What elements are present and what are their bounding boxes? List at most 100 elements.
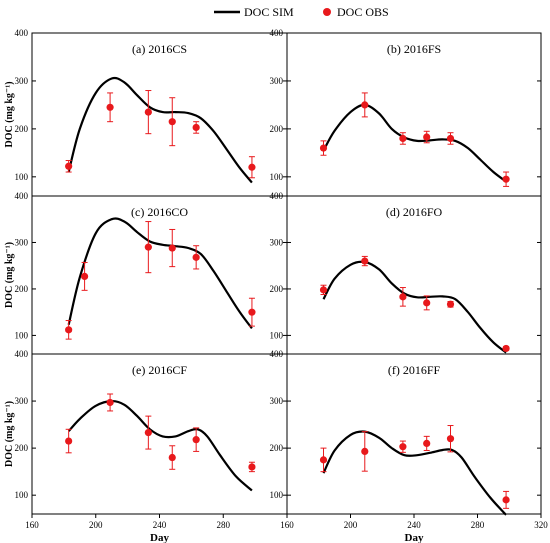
y-tick-label: 300	[270, 76, 284, 86]
y-tick-label: 200	[15, 124, 29, 134]
obs-point	[502, 496, 510, 504]
y-tick-label: 300	[15, 396, 29, 406]
obs-point	[106, 103, 114, 111]
obs-point	[399, 293, 407, 301]
obs-point	[65, 437, 73, 445]
y-tick-label: 100	[270, 330, 284, 340]
sim-line	[67, 399, 253, 492]
obs-point	[319, 286, 328, 294]
y-tick-label: 100	[15, 490, 29, 500]
x-axis-label: Day	[150, 532, 169, 543]
plot-frame	[286, 32, 542, 197]
x-tick-label: 320	[534, 520, 548, 530]
obs-point	[319, 144, 328, 152]
legend-obs-label: DOC OBS	[337, 5, 389, 19]
obs-point	[248, 463, 256, 471]
y-tick-label: 400	[270, 349, 284, 359]
obs-point	[248, 163, 256, 171]
y-tick-label: 200	[270, 443, 284, 453]
obs-point	[192, 436, 200, 444]
y-tick-label: 100	[270, 490, 284, 500]
obs-point	[168, 118, 176, 126]
plot-frame	[31, 353, 288, 515]
sim-line	[67, 217, 253, 330]
panels: (a) 2016CS 100 200 300 400 DOC (mg kg⁻¹) (b) 2…	[4, 28, 548, 543]
y-tick-label: 400	[15, 349, 29, 359]
obs-point	[168, 453, 176, 462]
obs-point	[423, 133, 431, 141]
sim-line	[322, 103, 507, 183]
obs-point	[361, 257, 369, 265]
y-tick-label: 400	[270, 28, 284, 38]
x-tick-label: 160	[280, 520, 294, 530]
obs-point	[446, 300, 455, 308]
legend-obs-swatch	[323, 8, 331, 16]
obs-point	[423, 299, 431, 307]
y-tick-label: 300	[270, 396, 284, 406]
obs-point	[446, 435, 455, 443]
obs-point	[192, 253, 200, 261]
panel-title: (a) 2016CS	[132, 42, 187, 56]
obs-point	[502, 175, 510, 183]
obs-point	[192, 123, 200, 132]
panel-6: (f) 2016FF 100 200 300 400 160 200 240 280 320 Day	[270, 349, 549, 543]
y-tick-label: 300	[15, 76, 29, 86]
legend: DOC SIM DOC OBS	[214, 5, 389, 19]
obs-point	[80, 272, 89, 280]
obs-point	[502, 344, 510, 353]
plot-frame	[286, 353, 542, 515]
panel-1: (a) 2016CS 100 200 300 400 DOC (mg kg⁻¹)	[4, 28, 288, 197]
obs-point	[399, 443, 407, 451]
obs-point	[144, 428, 152, 437]
x-tick-label: 160	[25, 520, 39, 530]
sim-line	[322, 260, 507, 354]
obs-point	[361, 101, 369, 109]
y-tick-label: 300	[15, 237, 29, 247]
x-tick-label: 200	[89, 520, 103, 530]
obs-point	[423, 439, 431, 448]
legend-sim-label: DOC SIM	[244, 5, 294, 19]
obs-point	[361, 447, 369, 456]
y-axis-label: DOC (mg kg⁻¹)	[4, 401, 15, 467]
panel-4: (d) 2016FO 100 200 300 400	[270, 191, 542, 355]
x-tick-label: 240	[407, 520, 421, 530]
y-tick-label: 200	[15, 284, 29, 294]
y-tick-label: 200	[15, 443, 29, 453]
sim-line	[322, 430, 507, 516]
y-tick-label: 200	[270, 284, 284, 294]
x-tick-label: 280	[217, 520, 231, 530]
y-axis-label: DOC (mg kg⁻¹)	[4, 81, 15, 147]
x-axis-label: Day	[405, 532, 424, 543]
obs-point	[65, 326, 73, 334]
panel-3: (c) 2016CO 100 200 300 400 DOC (mg kg⁻¹)	[4, 191, 288, 355]
obs-point	[144, 243, 152, 251]
y-tick-label: 400	[15, 28, 29, 38]
panel-title: (f) 2016FF	[388, 363, 441, 377]
obs-point	[106, 398, 114, 407]
x-tick-label: 240	[153, 520, 167, 530]
plot-frame	[286, 195, 542, 355]
obs-point	[399, 134, 407, 143]
panel-5: (e) 2016CF 100 200 300 400 160 200 240 280 Day DOC…	[4, 349, 288, 543]
y-tick-label: 300	[270, 237, 284, 247]
obs-point	[144, 108, 152, 116]
panel-title: (c) 2016CO	[131, 205, 188, 219]
y-tick-label: 100	[270, 172, 284, 182]
y-tick-label: 400	[15, 191, 29, 201]
obs-point	[446, 134, 455, 143]
obs-point	[319, 456, 328, 464]
y-tick-label: 100	[15, 172, 29, 182]
obs-point	[168, 244, 176, 252]
panel-title: (b) 2016FS	[387, 42, 441, 56]
y-tick-label: 400	[270, 191, 284, 201]
sim-line	[67, 76, 253, 184]
y-tick-label: 200	[270, 124, 284, 134]
obs-point	[65, 162, 73, 170]
panel-2: (b) 2016FS 100 200 300 400	[270, 28, 542, 197]
y-axis-label: DOC (mg kg⁻¹)	[4, 242, 15, 308]
obs-point	[248, 308, 256, 316]
x-tick-label: 280	[471, 520, 485, 530]
panel-title: (e) 2016CF	[132, 363, 187, 377]
y-tick-label: 100	[15, 330, 29, 340]
